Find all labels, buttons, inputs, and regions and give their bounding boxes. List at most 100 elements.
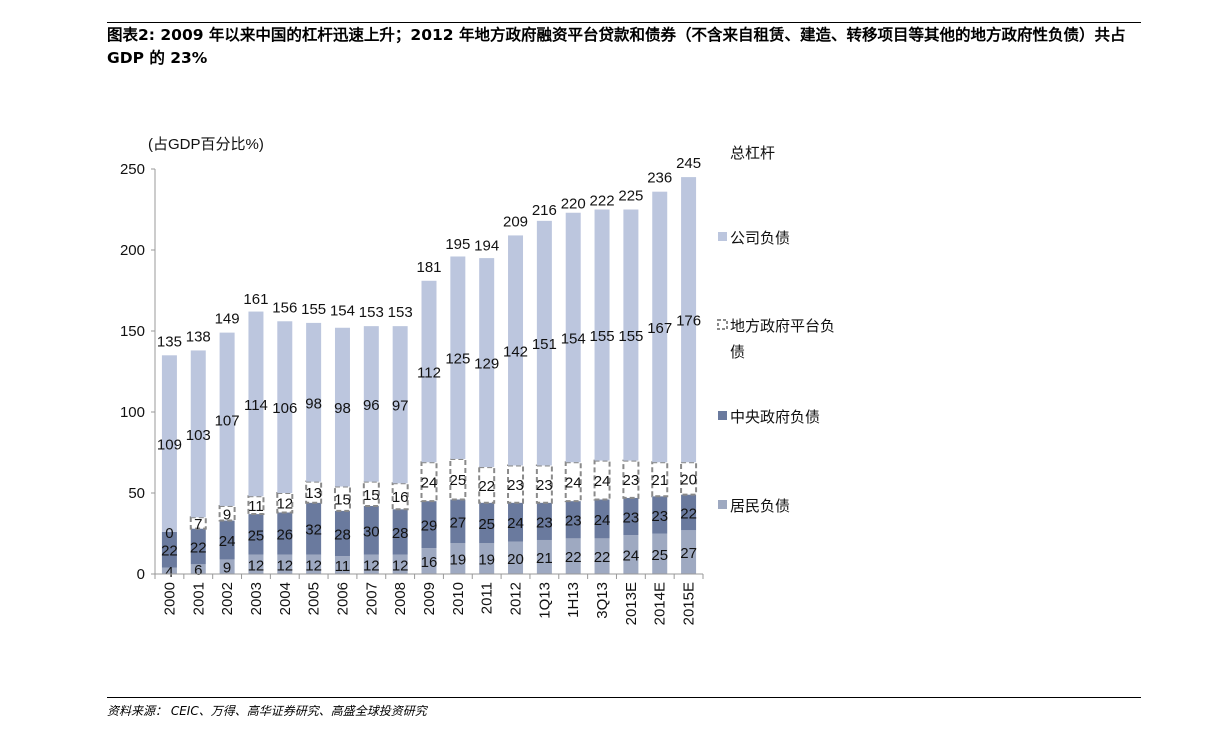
bar-segment	[623, 497, 639, 536]
data-label: 21	[536, 550, 553, 567]
bars-layer	[161, 177, 698, 574]
data-label: 106	[272, 400, 297, 417]
data-label: 27	[680, 545, 697, 562]
bar-segment	[594, 499, 610, 539]
data-label: 22	[478, 478, 495, 495]
data-label: 22	[190, 539, 207, 556]
bar-segment	[218, 504, 236, 522]
data-label: 125	[445, 351, 470, 368]
data-label: 112	[417, 365, 441, 382]
bar-segment	[420, 461, 438, 503]
top-rule	[107, 22, 1141, 23]
data-label: 114	[244, 397, 268, 414]
x-tick-label: 2007	[363, 582, 380, 615]
data-label: 25	[248, 527, 265, 544]
data-label: 22	[594, 549, 611, 566]
x-tick-label: 2012	[508, 582, 525, 615]
data-label: 155	[618, 328, 643, 345]
total-label: 154	[330, 303, 355, 320]
total-label: 161	[243, 291, 268, 308]
data-label: 11	[248, 498, 264, 515]
bar-segment	[276, 492, 294, 514]
data-label: 154	[561, 330, 586, 347]
legend-label: 公司负债	[730, 229, 790, 247]
data-label: 24	[421, 475, 438, 492]
bar-segment	[450, 499, 466, 544]
total-label: 153	[359, 304, 384, 321]
x-tick-label: 2015E	[681, 582, 698, 625]
bar-segment	[219, 559, 235, 574]
bar-segment	[508, 502, 524, 542]
bar-segment	[247, 495, 265, 516]
total-label: 135	[157, 333, 182, 350]
figure-caption: 图表2: 2009 年以来中国的杠杆迅速上升；2012 年地方政府融资平台贷款和…	[107, 26, 1126, 67]
data-label: 24	[594, 512, 611, 529]
bar-segment	[421, 548, 437, 574]
bar-segment	[508, 235, 524, 466]
total-label: 155	[301, 301, 326, 318]
data-label: 12	[276, 496, 293, 513]
bar-segment	[536, 502, 552, 540]
data-label: 96	[363, 397, 380, 414]
data-label: 22	[161, 543, 178, 560]
legend-label: 中央政府负债	[730, 408, 820, 426]
data-label: 23	[565, 513, 582, 530]
data-label: 23	[623, 509, 640, 526]
data-label: 11	[335, 558, 351, 575]
bar-segment	[161, 531, 177, 568]
x-tick-label: 1H13	[565, 582, 582, 618]
total-label: 194	[474, 238, 499, 255]
data-label: 15	[363, 487, 380, 504]
y-tick-label: 100	[120, 404, 145, 421]
legend-label: 地方政府平台负债	[730, 317, 835, 361]
data-label: 22	[680, 505, 697, 522]
bar-segment	[248, 311, 264, 497]
data-label: 176	[676, 313, 701, 330]
data-label: 19	[478, 552, 495, 569]
legend-swatch	[718, 232, 727, 241]
data-label: 12	[305, 557, 322, 574]
bar-segment	[449, 457, 467, 501]
data-label: 23	[651, 508, 668, 525]
bar-segment	[306, 554, 322, 574]
data-label: 24	[594, 473, 611, 490]
bar-segment	[681, 494, 697, 531]
bar-segment	[334, 556, 350, 574]
bar-segment	[652, 533, 668, 574]
data-label: 23	[536, 514, 553, 531]
data-label: 4	[165, 564, 173, 581]
y-tick-label: 50	[128, 485, 145, 502]
x-tick-label: 2001	[190, 582, 207, 615]
bar-segment	[277, 321, 293, 493]
bar-segment	[507, 464, 525, 504]
bar-segment	[219, 520, 235, 560]
bar-segment	[565, 212, 581, 463]
data-label: 20	[507, 551, 524, 568]
unit-label: (占GDP百分比%)	[148, 136, 264, 153]
x-axis: 2000 2001 2002 2003 2004 2005 2006 2007 2008 2009…	[154, 573, 704, 625]
data-label: 12	[392, 557, 409, 574]
bar-segment	[306, 322, 322, 482]
bar-segment	[190, 350, 206, 518]
data-label: 98	[334, 400, 351, 417]
bar-segment	[392, 509, 408, 555]
bar-segment	[565, 501, 581, 539]
bar-segment	[622, 459, 640, 499]
total-label: 153	[388, 304, 413, 321]
bar-segment	[190, 528, 206, 565]
data-label: 12	[363, 557, 380, 574]
data-label: 109	[157, 437, 182, 454]
bar-segment	[478, 466, 496, 504]
y-tick-label: 150	[120, 323, 145, 340]
data-label: 23	[536, 477, 553, 494]
data-label: 23	[507, 477, 524, 494]
data-label: 24	[565, 475, 582, 492]
total-label: 216	[532, 202, 557, 219]
bar-segment	[219, 332, 235, 506]
legend-label: 居民负债	[730, 497, 790, 515]
x-tick-label: 2010	[450, 582, 467, 615]
bar-segment	[594, 538, 610, 574]
y-tick-label: 200	[120, 242, 145, 259]
